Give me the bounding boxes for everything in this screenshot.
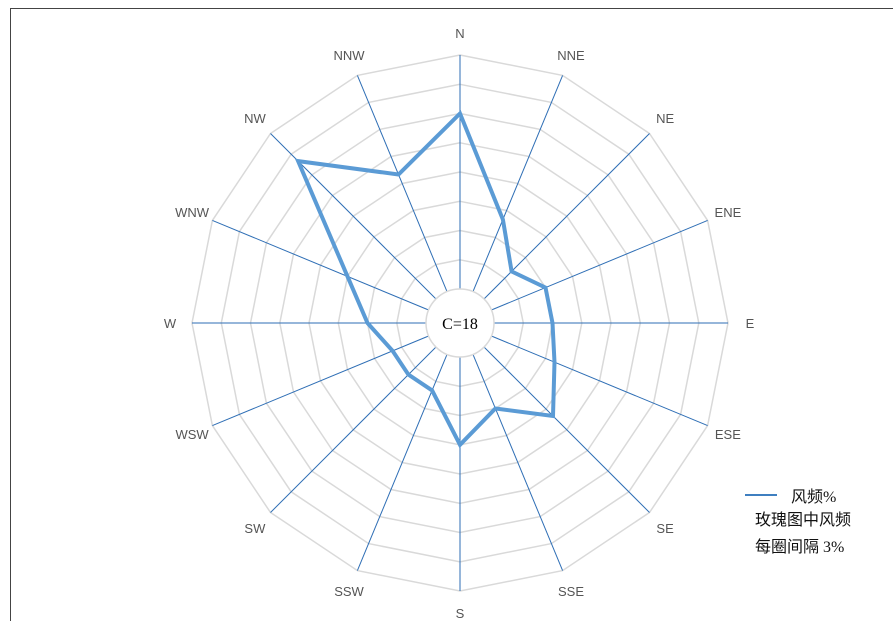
legend-note-line1: 玫瑰图中风频 xyxy=(755,512,852,529)
direction-label-sse: SSE xyxy=(558,584,584,599)
spoke-wsw xyxy=(212,335,429,427)
legend-series-swatch xyxy=(745,494,777,496)
direction-label-e: E xyxy=(746,316,755,331)
direction-label-nne: NNE xyxy=(557,48,585,63)
spoke-sse xyxy=(472,354,564,571)
direction-label-wnw: WNW xyxy=(175,205,210,220)
spoke-ese xyxy=(491,335,708,427)
direction-label-sw: SW xyxy=(244,521,266,536)
direction-label-se: SE xyxy=(656,521,674,536)
spoke-ene xyxy=(491,219,708,311)
direction-label-ne: NE xyxy=(656,111,674,126)
wind-frequency-series xyxy=(294,109,557,449)
legend-series-entry: 风频% xyxy=(745,483,893,507)
direction-label-w: W xyxy=(164,316,177,331)
spoke-sw xyxy=(270,346,437,513)
legend: 风频% 玫瑰图中风频 每圈间隔 3% xyxy=(745,483,893,561)
spoke-ne xyxy=(483,133,650,300)
spoke-nne xyxy=(472,75,564,292)
chart-frame xyxy=(10,8,893,621)
direction-label-n: N xyxy=(455,26,464,41)
spoke-wnw xyxy=(212,219,429,311)
calm-label: C=18 xyxy=(442,316,478,333)
legend-note-line2: 每圈间隔 3% xyxy=(755,539,845,556)
spoke-nw xyxy=(270,133,437,300)
direction-label-ene: ENE xyxy=(715,205,742,220)
direction-label-ssw: SSW xyxy=(334,584,364,599)
direction-labels: N NNE NE ENE E ESE SE SSE S SSW SW WSW W WNW NW NNW xyxy=(164,26,755,621)
spoke-nnw xyxy=(356,75,448,292)
direction-label-wsw: WSW xyxy=(175,427,209,442)
calm-circle xyxy=(425,288,495,358)
direction-label-ese: ESE xyxy=(715,427,741,442)
series-line-0 xyxy=(294,109,557,449)
calm-center: C=18 xyxy=(425,288,495,358)
direction-label-nw: NW xyxy=(244,111,266,126)
spoke-se xyxy=(483,346,650,513)
direction-label-nnw: NNW xyxy=(333,48,365,63)
direction-label-s: S xyxy=(456,606,465,621)
legend-series-label: 风频% xyxy=(791,489,837,506)
direction-spokes xyxy=(192,55,728,591)
spoke-ssw xyxy=(356,354,448,571)
